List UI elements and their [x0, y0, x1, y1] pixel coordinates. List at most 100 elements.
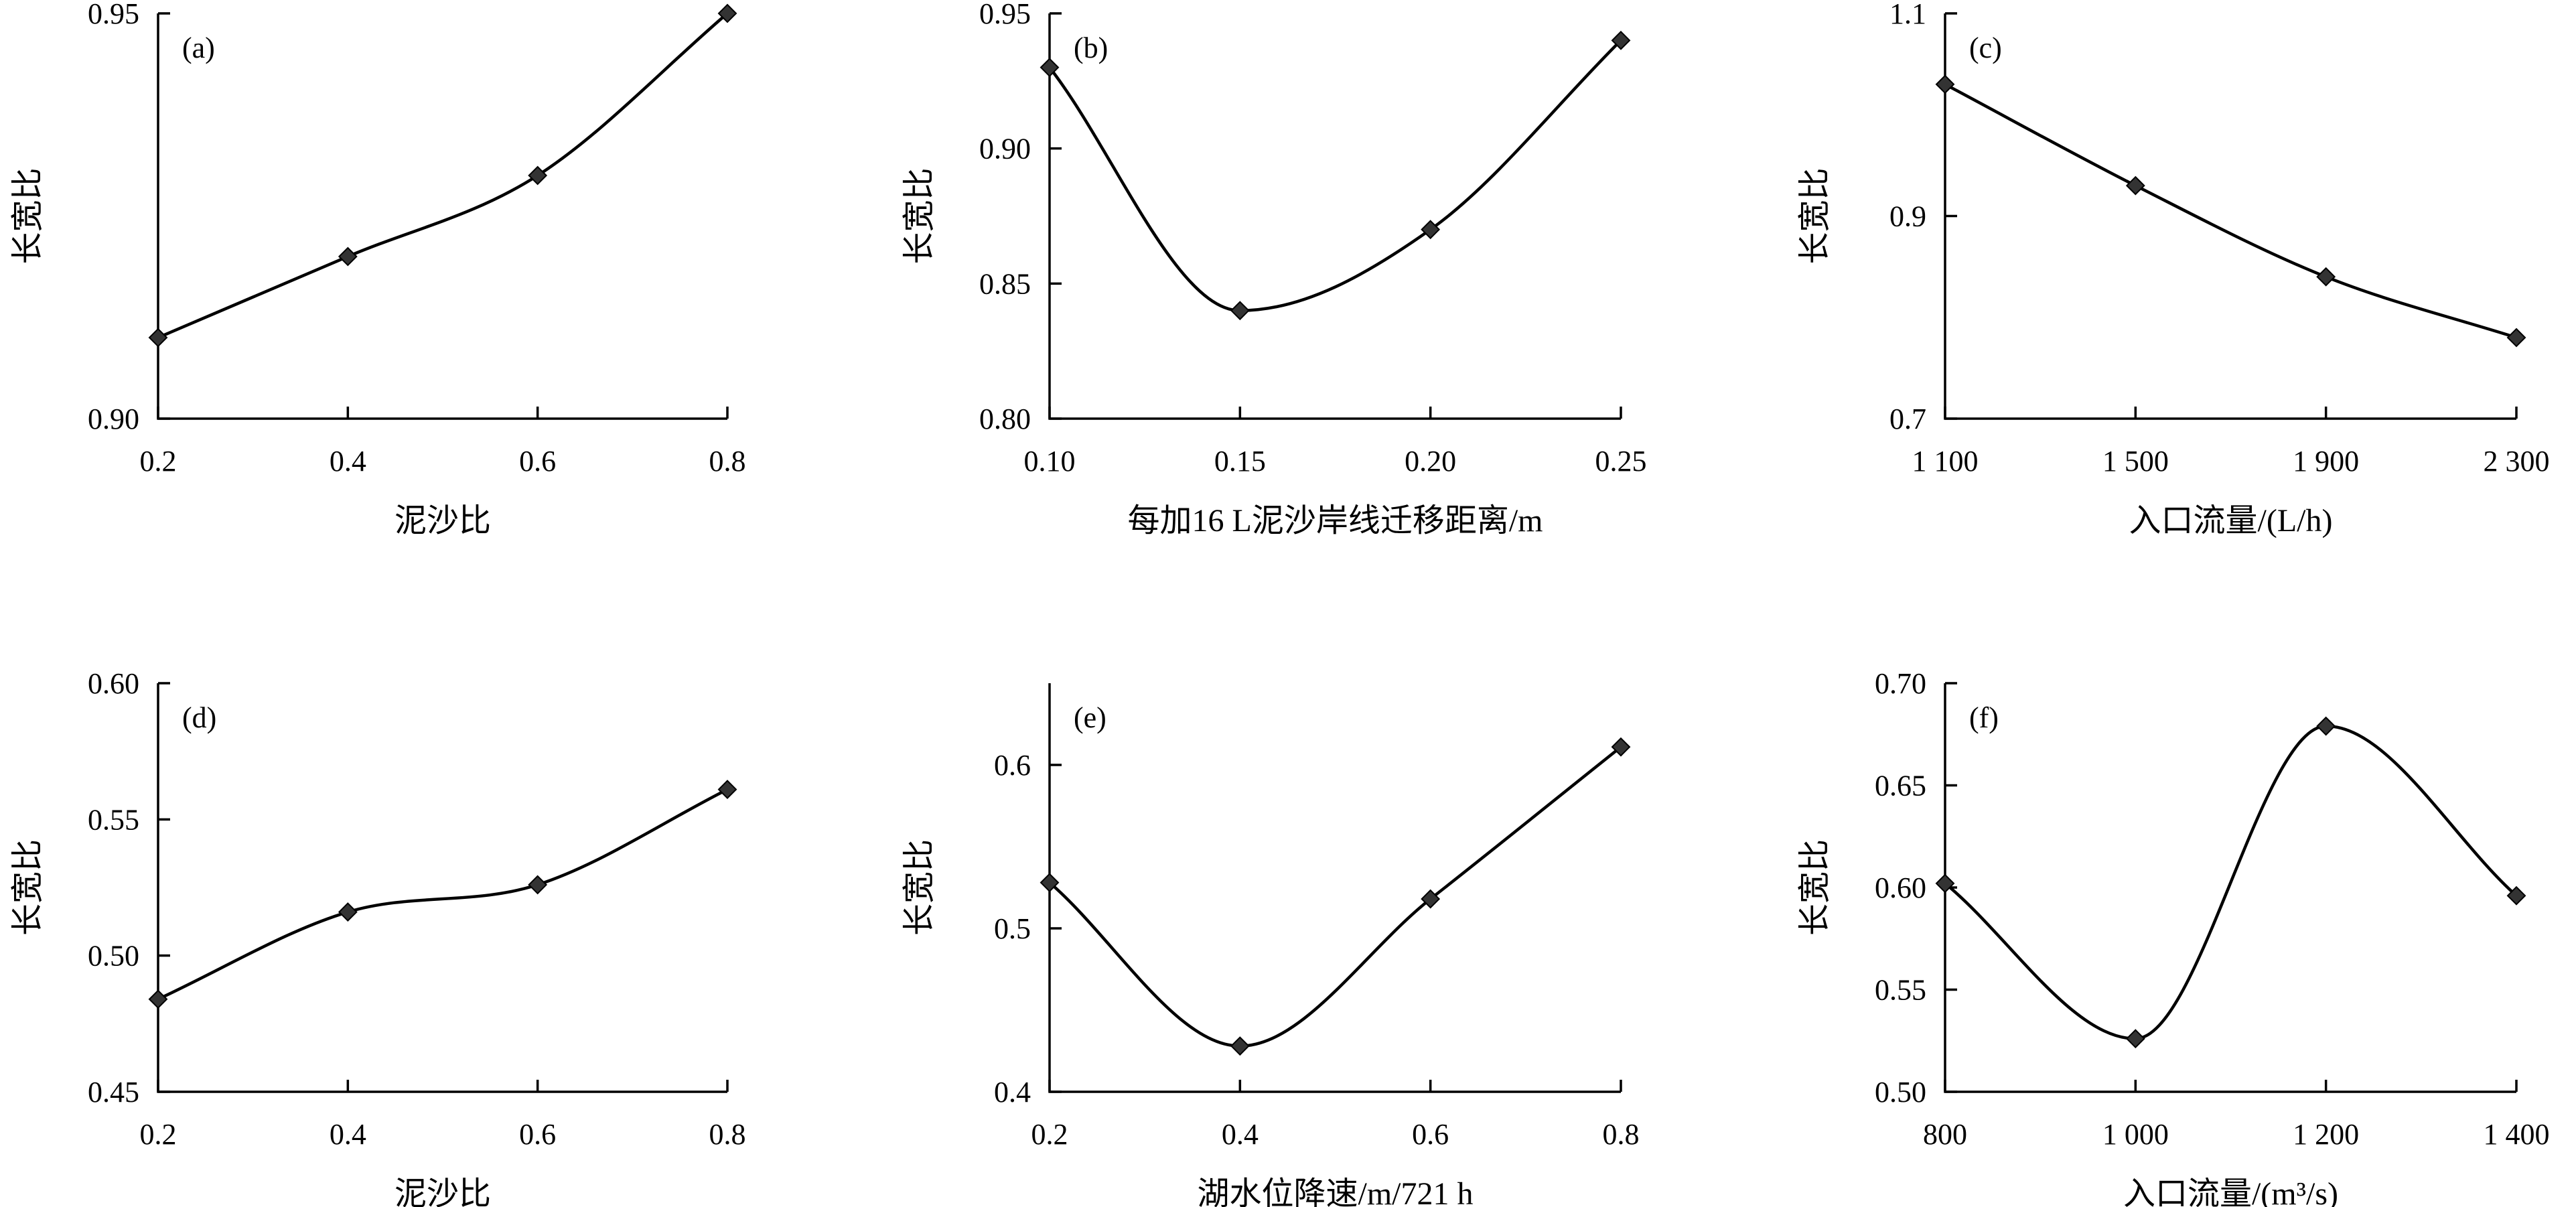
y-tick-label: 0.95 — [979, 0, 1031, 30]
data-point-marker — [148, 328, 168, 348]
data-point-marker — [717, 3, 737, 23]
x-tick-label: 1 100 — [1912, 445, 1979, 478]
y-tick-label: 0.5 — [994, 912, 1031, 945]
data-point-marker — [338, 902, 358, 922]
x-axis-title: 每加16 L泥沙岸线迁移距离/m — [1128, 503, 1543, 539]
data-point-marker — [1935, 873, 1955, 894]
y-tick-label: 0.60 — [88, 667, 139, 700]
y-axis-title: 长宽比 — [10, 167, 46, 264]
y-tick-label: 0.50 — [1875, 1076, 1926, 1109]
data-point-marker — [1611, 737, 1631, 757]
x-tick-label: 0.20 — [1405, 445, 1456, 478]
axes-lines — [1048, 13, 1621, 420]
chart-panel-5: 800 1 000 1 200 1 400 0.50 0.55 0.60 0.65 0.70 (f… — [1797, 667, 2549, 1207]
y-axis-title: 长宽比 — [10, 839, 46, 936]
x-axis-title: 入口流量/(L/h) — [2129, 503, 2333, 539]
y-axis-title: 长宽比 — [902, 839, 937, 936]
y-tick-label: 0.7 — [1889, 403, 1926, 435]
x-axis-title: 泥沙比 — [395, 1176, 491, 1207]
x-axis-title: 入口流量/(m³/s) — [2123, 1176, 2338, 1207]
x-tick-label: 0.4 — [1222, 1118, 1259, 1151]
x-tick-label: 0.8 — [1603, 1118, 1640, 1151]
chart-panel-2: 1 100 1 500 1 900 2 300 0.7 0.9 1.1 (c) 入口流量/(L/… — [1797, 0, 2549, 539]
data-point-marker — [148, 989, 168, 1009]
data-point-marker — [2125, 175, 2145, 196]
series-line — [1944, 724, 2518, 1040]
data-point-marker — [1230, 301, 1250, 321]
x-tick-label: 800 — [1923, 1118, 1967, 1151]
y-tick-label: 0.60 — [1875, 871, 1926, 904]
x-tick-label: 1 900 — [2293, 445, 2359, 478]
data-point-marker — [1421, 889, 1441, 909]
data-point-marker — [1421, 220, 1441, 240]
y-axis-title: 长宽比 — [1797, 167, 1833, 264]
axes-lines — [1944, 683, 2516, 1093]
panel-label: (e) — [1074, 701, 1106, 734]
data-point-marker — [528, 165, 548, 186]
axes-lines — [1048, 683, 1621, 1093]
series-line — [1048, 39, 1622, 312]
axes-lines — [157, 683, 727, 1093]
y-tick-label: 0.45 — [88, 1076, 139, 1109]
x-tick-label: 0.2 — [1031, 1118, 1068, 1151]
series-line — [1048, 746, 1622, 1048]
chart-panel-1: 0.10 0.15 0.20 0.25 0.80 0.85 0.90 0.95 (b) 每加16 … — [902, 0, 1646, 539]
data-point-marker — [2316, 267, 2336, 287]
y-tick-label: 0.65 — [1875, 770, 1926, 802]
axes-lines — [157, 13, 727, 420]
y-tick-label: 0.95 — [88, 0, 139, 30]
x-tick-label: 0.4 — [330, 1118, 366, 1151]
y-tick-label: 0.90 — [979, 133, 1031, 165]
x-tick-label: 0.6 — [1412, 1118, 1449, 1151]
data-point-marker — [338, 246, 358, 267]
x-tick-label: 0.25 — [1595, 445, 1647, 478]
data-point-marker — [1040, 873, 1060, 893]
series-line — [157, 788, 729, 1001]
panel-label: (c) — [1969, 31, 2002, 64]
data-point-marker — [1040, 58, 1060, 78]
data-point-marker — [2506, 885, 2526, 906]
x-tick-label: 0.6 — [519, 1118, 556, 1151]
data-point-marker — [2125, 1029, 2145, 1049]
chart-panel-0: 0.2 0.4 0.6 0.8 0.90 0.95 (a) 泥沙比 长宽比 — [10, 0, 745, 539]
series-line — [1944, 82, 2517, 340]
data-point-marker — [1611, 30, 1631, 50]
data-point-marker — [717, 780, 737, 800]
panel-label: (b) — [1074, 31, 1108, 64]
x-tick-label: 0.6 — [519, 445, 556, 478]
x-tick-label: 0.10 — [1024, 445, 1076, 478]
y-tick-label: 0.85 — [979, 267, 1031, 300]
data-point-marker — [2506, 328, 2526, 348]
data-point-marker — [2316, 716, 2336, 736]
y-tick-label: 0.6 — [994, 749, 1031, 782]
x-tick-label: 1 000 — [2102, 1118, 2169, 1151]
y-tick-label: 0.70 — [1875, 667, 1926, 700]
x-tick-label: 0.4 — [330, 445, 366, 478]
y-tick-label: 0.55 — [1875, 974, 1926, 1007]
series-line — [157, 12, 729, 340]
x-tick-label: 0.15 — [1214, 445, 1266, 478]
y-tick-label: 0.4 — [994, 1076, 1031, 1109]
x-tick-label: 0.8 — [709, 1118, 746, 1151]
y-tick-label: 0.90 — [88, 403, 139, 435]
panel-label: (d) — [182, 701, 216, 734]
x-axis-title: 泥沙比 — [395, 503, 491, 539]
y-tick-label: 0.55 — [88, 803, 139, 836]
chart-panel-3: 0.2 0.4 0.6 0.8 0.45 0.50 0.55 0.60 (d) 泥沙比 长宽比 — [10, 667, 745, 1207]
x-tick-label: 0.2 — [140, 445, 177, 478]
x-axis-title: 湖水位降速/m/721 h — [1197, 1176, 1473, 1207]
y-tick-label: 0.80 — [979, 403, 1031, 435]
x-tick-label: 2 300 — [2484, 445, 2550, 478]
panel-label: (f) — [1969, 701, 1999, 734]
data-point-marker — [1230, 1036, 1250, 1056]
data-point-marker — [1935, 74, 1955, 94]
x-tick-label: 1 400 — [2484, 1118, 2550, 1151]
panel-label: (a) — [182, 31, 215, 64]
axes-lines — [1944, 13, 2516, 420]
data-point-marker — [528, 875, 548, 895]
x-tick-label: 1 200 — [2293, 1118, 2359, 1151]
x-tick-label: 0.2 — [140, 1118, 177, 1151]
x-tick-label: 1 500 — [2102, 445, 2169, 478]
